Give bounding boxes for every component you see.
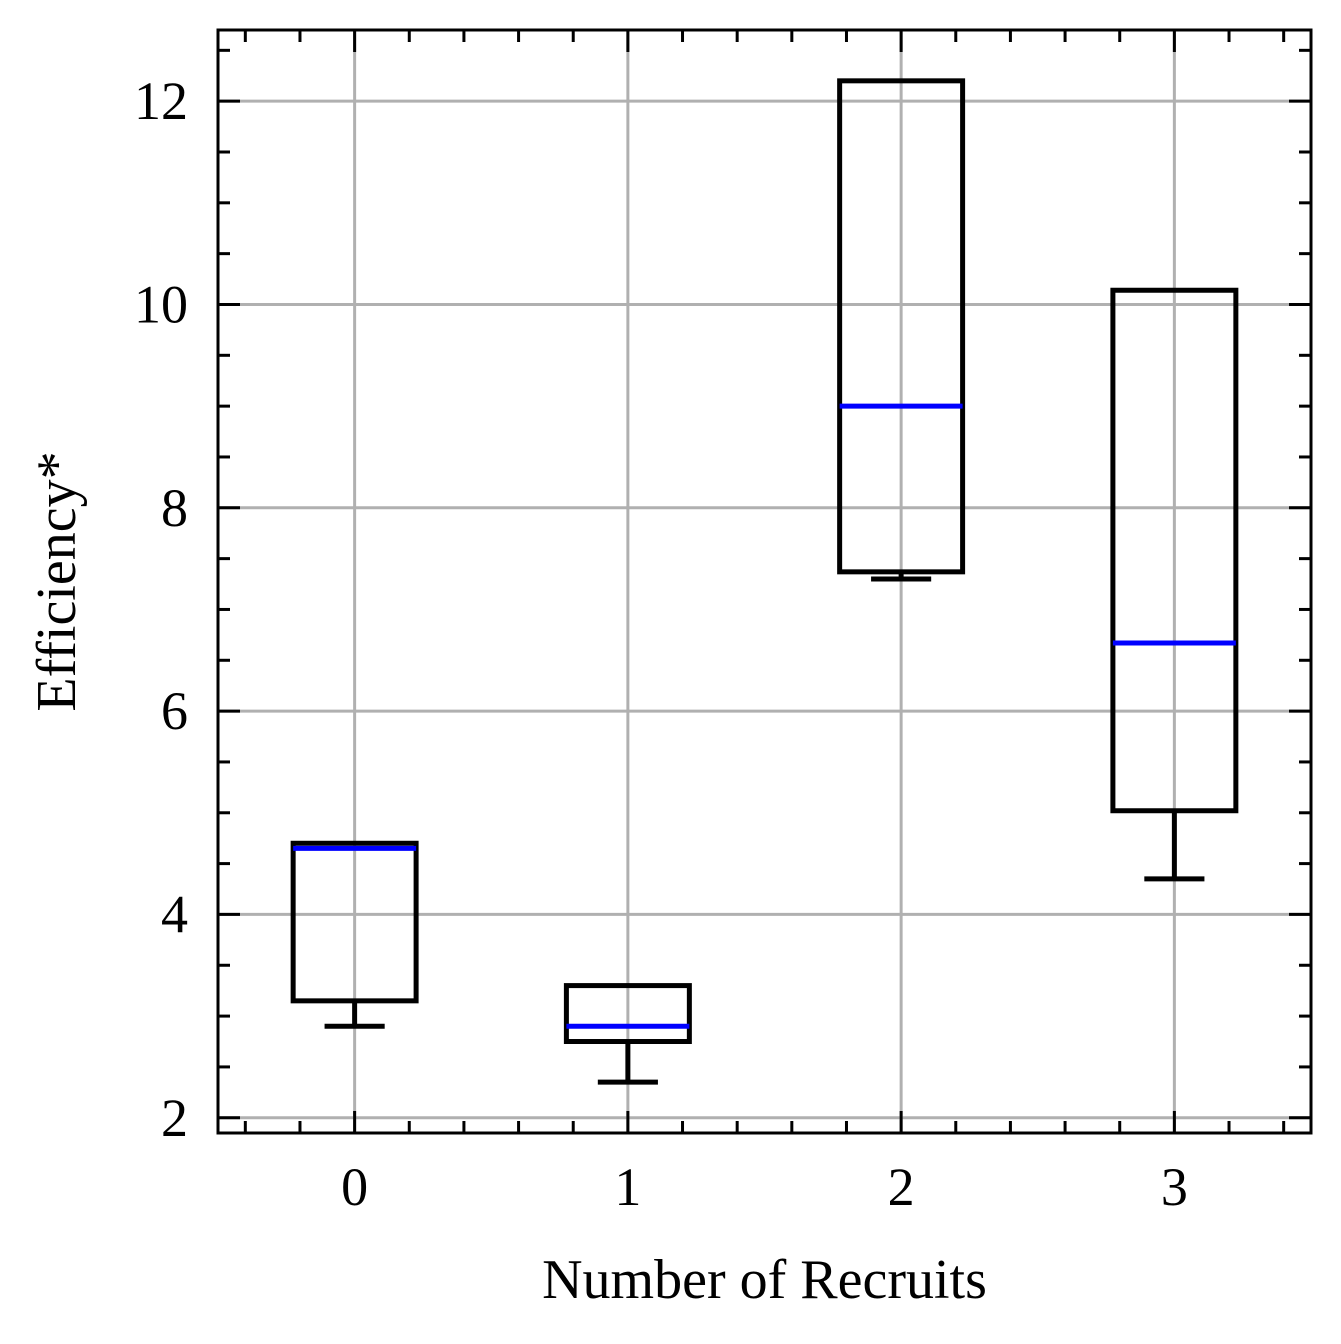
y-axis-label: Efficiency* [26, 451, 88, 711]
box-3 [1110, 287, 1239, 882]
y-tick-label: 4 [161, 884, 188, 944]
y-tick-label: 8 [161, 478, 188, 538]
box-2 [837, 78, 966, 582]
y-tick-label: 12 [134, 71, 188, 131]
y-tick-label: 10 [134, 274, 188, 334]
x-tick-label: 3 [1161, 1157, 1188, 1217]
x-tick-label: 1 [614, 1157, 641, 1217]
axis-ticks [218, 30, 1311, 1133]
x-tick-label: 2 [888, 1157, 915, 1217]
plot-frame [216, 28, 1313, 1135]
grid-lines [218, 30, 1311, 1133]
box-body-1 [563, 983, 692, 1045]
y-tick-label: 6 [161, 681, 188, 741]
box-1 [563, 983, 692, 1085]
box-0 [290, 840, 419, 1029]
box-body-3 [1110, 287, 1239, 814]
box-series [290, 78, 1239, 1085]
box-body-0 [290, 840, 419, 1004]
y-tick-label: 2 [161, 1088, 188, 1148]
box-body-2 [837, 78, 966, 575]
x-axis-label: Number of Recruits [542, 1249, 987, 1311]
x-tick-label: 0 [341, 1157, 368, 1217]
